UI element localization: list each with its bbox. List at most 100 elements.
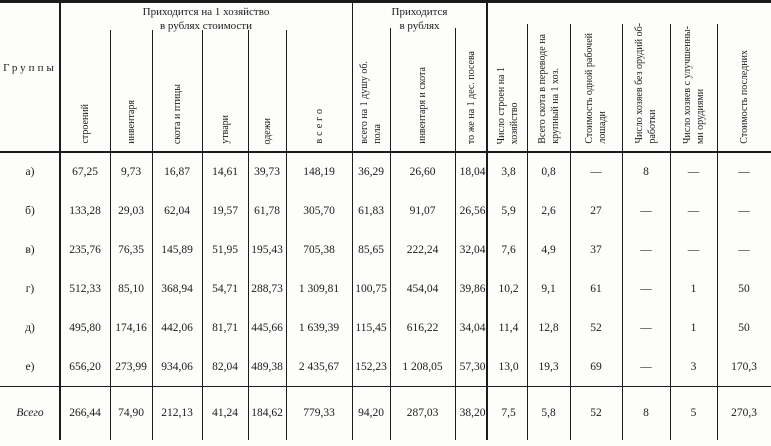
table-cell: 14,61 <box>212 166 238 179</box>
table-cell: 212,13 <box>161 406 193 419</box>
table-cell: 656,20 <box>69 360 101 373</box>
divider <box>110 30 111 440</box>
table-cell: 445,66 <box>251 321 283 334</box>
table-cell: 32,04 <box>459 244 486 257</box>
table-cell: 195,43 <box>251 244 283 257</box>
table-cell: 442,06 <box>161 321 193 334</box>
column-header-households-improved-tools: Число хозяев с улучшенны- ми орудиями <box>681 25 706 144</box>
table-cell: 273,99 <box>115 360 147 373</box>
table-row-v: в) 235,76 76,35 145,89 51,95 195,43 705,… <box>0 231 771 270</box>
table-cell: 145,89 <box>161 244 193 257</box>
table-cell: 50 <box>738 321 750 334</box>
column-header-total: всего <box>313 106 325 144</box>
divider <box>570 24 571 440</box>
table-cell: 19,3 <box>538 360 559 373</box>
divider <box>670 24 671 440</box>
divider <box>59 0 61 440</box>
column-header-inventory-livestock: инвентаря и скота <box>417 67 428 144</box>
table-cell: 8 <box>643 406 649 419</box>
table-cell: 34,04 <box>459 321 486 334</box>
table-row-b: б) 133,28 29,03 62,04 19,57 61,78 305,70… <box>0 192 771 231</box>
table-cell: — <box>687 205 700 218</box>
total-separator-line <box>0 386 771 387</box>
table-cell: 779,33 <box>303 406 335 419</box>
row-label: в) <box>25 244 35 257</box>
table-cell: 11,4 <box>498 321 519 334</box>
divider <box>286 30 287 440</box>
table-cell: 170,3 <box>731 360 757 373</box>
divider <box>486 0 488 440</box>
table-cell: 287,03 <box>406 406 439 419</box>
group-header-per-household: Приходится на 1 хозяйство в рублях стоим… <box>142 6 270 32</box>
row-label-header: Группы <box>3 62 57 74</box>
table-cell: 74,90 <box>118 406 144 419</box>
divider <box>248 30 249 440</box>
row-label: б) <box>25 205 35 218</box>
table-cell: 16,87 <box>164 166 190 179</box>
table-cell: 39,86 <box>459 282 486 295</box>
divider <box>152 30 153 440</box>
table-cell: 39,73 <box>254 166 280 179</box>
divider <box>622 24 623 440</box>
table-cell: 57,30 <box>459 360 486 373</box>
table-cell: 27 <box>590 205 602 218</box>
table-cell: 81,71 <box>212 321 238 334</box>
table-cell: 0,8 <box>541 166 556 179</box>
table-cell: 454,04 <box>406 282 439 295</box>
table-cell: 133,28 <box>69 205 101 218</box>
table-cell: 368,94 <box>161 282 193 295</box>
table-cell: 52 <box>590 321 602 334</box>
column-header-buildings: строений <box>79 104 91 144</box>
table-cell: 489,38 <box>251 360 283 373</box>
table-cell: 69 <box>590 360 602 373</box>
table-cell: 61 <box>590 282 602 295</box>
table-cell: 38,20 <box>459 406 486 419</box>
table-cell: 36,29 <box>358 166 384 179</box>
table-cell: 19,57 <box>212 205 238 218</box>
table-cell: 288,73 <box>251 282 283 295</box>
table-cell: 41,24 <box>212 406 238 419</box>
table-cell: 934,06 <box>161 360 193 373</box>
table-cell: — <box>640 360 652 373</box>
column-header-livestock-converted: Всего скота в переводе на крупный на 1 х… <box>536 34 561 144</box>
table-cell: 266,44 <box>69 406 101 419</box>
table-cell: — <box>640 321 652 334</box>
table-cell: 37 <box>590 244 602 257</box>
table-cell: 5,9 <box>501 205 516 218</box>
table-cell: 7,6 <box>501 244 516 257</box>
divider <box>390 28 391 440</box>
table-row-g: г) 512,33 85,10 368,94 54,71 288,73 1 30… <box>0 269 771 308</box>
column-header-buildings-per-household: Число строен на 1 хозяйство <box>495 66 520 144</box>
table-cell: — <box>687 166 700 179</box>
divider <box>717 24 718 440</box>
header-separator-line <box>0 151 771 153</box>
table-cell: 222,24 <box>406 244 439 257</box>
table-cell: — <box>640 244 652 257</box>
column-header-tools-cost: Стоимость последних <box>738 50 750 144</box>
table-cell: 85,10 <box>118 282 144 295</box>
table-cell: 61,83 <box>358 205 384 218</box>
group-header-in-rubles: Приходится в рублях <box>391 6 448 32</box>
table-cell: 2 435,67 <box>298 360 340 373</box>
row-label: Всего <box>16 406 44 419</box>
table-cell: 270,3 <box>731 406 757 419</box>
table-cell: — <box>640 282 652 295</box>
table-cell: 91,07 <box>409 205 436 218</box>
column-header-inventory: инвентаря <box>125 100 137 144</box>
table-cell: 13,0 <box>498 360 519 373</box>
table-cell: — <box>640 205 652 218</box>
table-cell: 4,9 <box>541 244 556 257</box>
table-cell: 1 <box>690 282 697 295</box>
table-cell: 10,2 <box>498 282 519 295</box>
table-cell: 1 208,05 <box>402 360 443 373</box>
column-header-households-no-tools: Число хозяев без орудий об- работки <box>634 23 658 144</box>
table-cell: 148,19 <box>303 166 335 179</box>
table-cell: 9,73 <box>120 166 142 179</box>
table-cell: 85,65 <box>358 244 384 257</box>
table-cell: 174,16 <box>115 321 147 334</box>
table-cell: 512,33 <box>69 282 101 295</box>
table-cell: 54,71 <box>212 282 238 295</box>
table-cell: 1 309,81 <box>298 282 340 295</box>
table-cell: — <box>687 244 700 257</box>
column-header-per-dessiatine: то же на 1 дес. посева <box>465 50 477 144</box>
